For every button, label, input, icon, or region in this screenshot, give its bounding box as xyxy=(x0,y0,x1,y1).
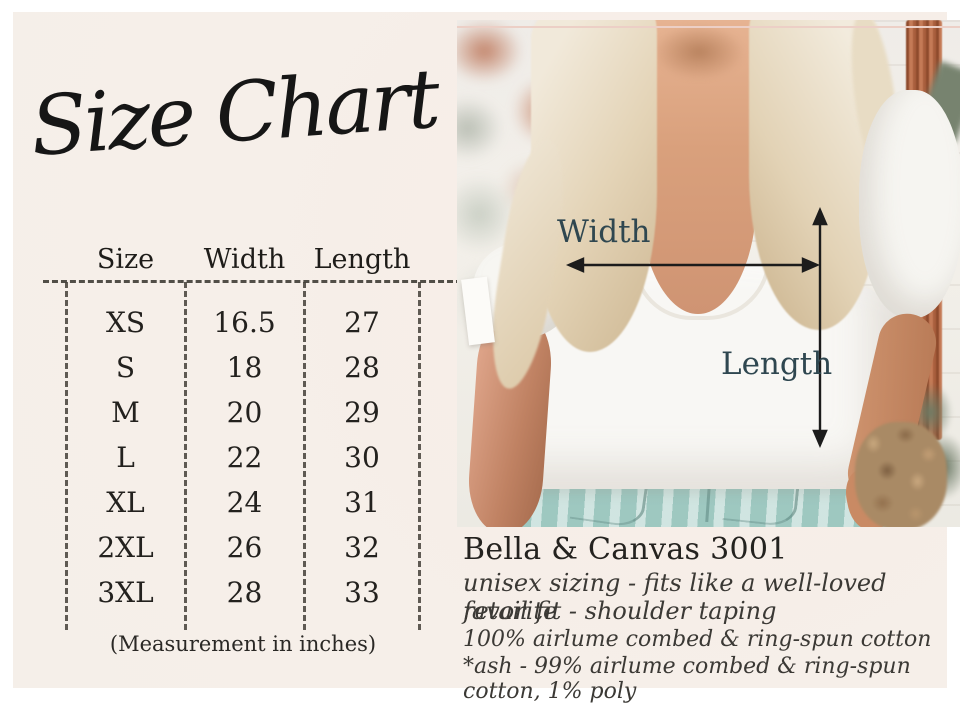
table-rule xyxy=(43,280,462,283)
table-border xyxy=(418,282,421,630)
table-cell: 29 xyxy=(344,396,380,429)
width-arrow xyxy=(565,257,821,273)
photo-shirt-sleeve xyxy=(859,90,960,318)
table-cell: XS xyxy=(105,306,146,339)
photo-pink-divider-line xyxy=(457,26,960,28)
table-cell: S xyxy=(115,351,136,384)
product-tagline: retail fit - shoulder taping xyxy=(463,597,777,625)
measurement-arrows xyxy=(565,206,828,449)
table-cell: 32 xyxy=(344,531,380,564)
table-cell: 26 xyxy=(226,531,263,564)
table-cell: XL xyxy=(106,486,145,519)
photo-dried-pampas xyxy=(855,422,947,527)
length-label: Length xyxy=(721,346,833,382)
table-cell: 31 xyxy=(344,486,380,519)
table-cell: L xyxy=(116,441,135,474)
table-border xyxy=(184,282,187,630)
size-table-header: Size Width Length xyxy=(66,236,420,282)
table-border xyxy=(303,282,306,630)
product-photo: Width Length xyxy=(457,20,960,527)
table-cell: 2XL xyxy=(97,531,154,564)
background-panel: Size Chart Size Width Length XS 16.5 27 S 18 28… xyxy=(13,12,960,704)
product-tagline: unisex sizing - fits like a well-loved f… xyxy=(463,569,887,625)
table-cell: 27 xyxy=(344,306,380,339)
table-header: Length xyxy=(313,243,411,275)
table-header: Size xyxy=(96,243,155,275)
length-arrow xyxy=(812,206,828,449)
product-name: Bella & Canvas 3001 xyxy=(463,532,788,567)
table-cell: 18 xyxy=(226,351,263,384)
photo-model-chin-shadow xyxy=(653,24,745,80)
table-header: Width xyxy=(203,243,286,275)
product-material: 100% airlume combed & ring-spun cotton xyxy=(463,627,932,652)
table-cell: 33 xyxy=(344,576,380,609)
product-material: *ash - 99% airlume combed & ring-spun co… xyxy=(463,654,911,704)
table-cell: 16.5 xyxy=(213,306,276,339)
table-cell: 3XL xyxy=(97,576,154,609)
width-label: Width xyxy=(557,214,651,250)
page-title: Size Chart xyxy=(27,51,441,175)
table-cell: 22 xyxy=(226,441,263,474)
table-cell: 20 xyxy=(226,396,263,429)
table-cell: 30 xyxy=(344,441,380,474)
measurement-note: (Measurement in inches) xyxy=(109,632,377,656)
table-cell: 28 xyxy=(344,351,380,384)
table-cell: 24 xyxy=(226,486,263,519)
table-cell: M xyxy=(111,396,140,429)
size-table-body: XS 16.5 27 S 18 28 M 20 29 L 22 30 XL 24 31 2XL 26 32 3XL 2… xyxy=(66,300,420,615)
table-cell: 28 xyxy=(226,576,263,609)
table-border xyxy=(65,282,68,630)
